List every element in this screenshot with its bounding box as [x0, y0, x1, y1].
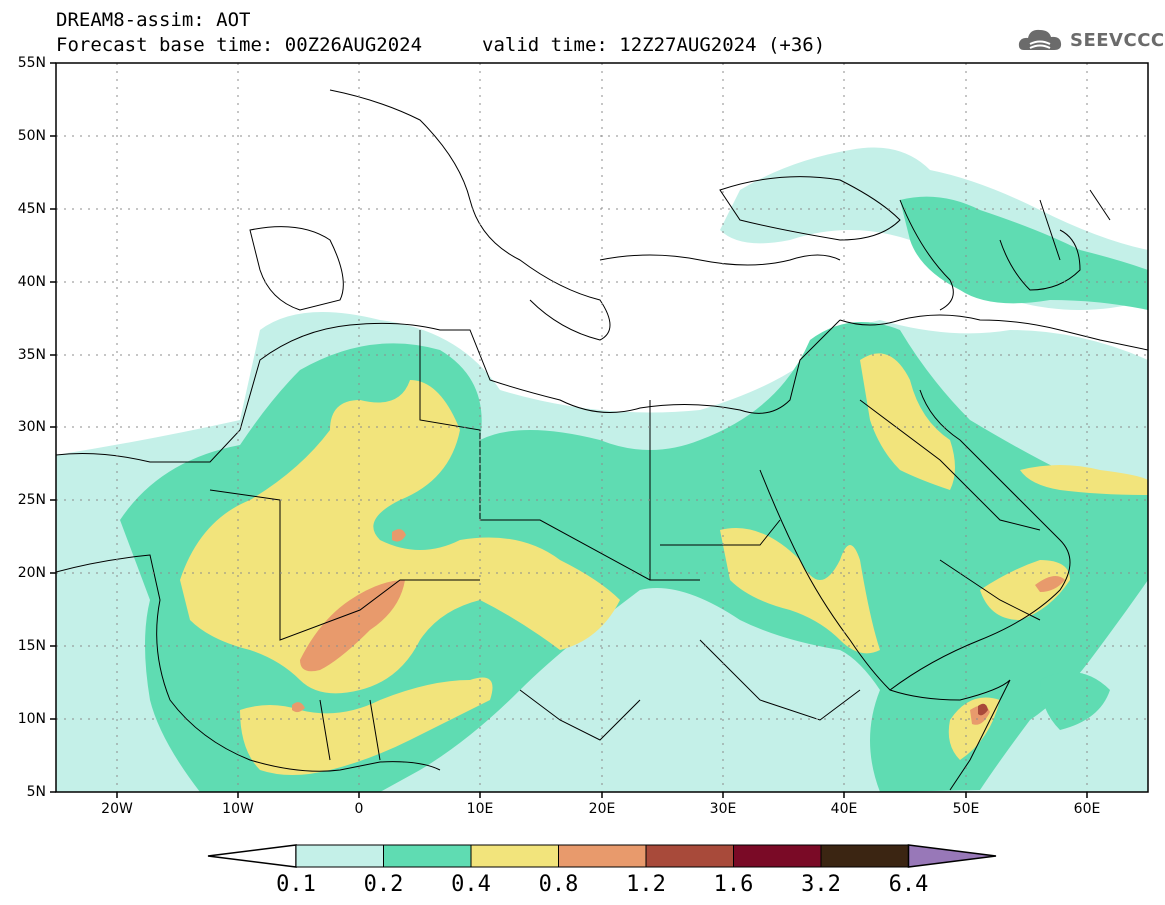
- colorbar-label: 3.2: [801, 872, 841, 897]
- axis-ticks: [50, 62, 1088, 798]
- colorbar: [207, 844, 997, 868]
- colorbar-box-0.4: [470, 844, 559, 868]
- grid-lines: [56, 63, 1148, 792]
- lat-label: 25N: [17, 492, 46, 508]
- lat-label: 45N: [17, 201, 46, 217]
- lat-label: 15N: [17, 638, 46, 654]
- lon-label: 20E: [588, 801, 616, 817]
- lon-label: 0: [354, 801, 364, 817]
- colorbar-box-0.8: [558, 844, 647, 868]
- colorbar-label: 6.4: [888, 872, 929, 897]
- colorbar-label: 0.8: [538, 872, 579, 897]
- lat-label: 55N: [17, 55, 46, 71]
- colorbar-label: 0.2: [363, 872, 404, 897]
- colorbar-label: 1.6: [713, 872, 754, 897]
- logo-text: SEEVCCC: [1070, 30, 1165, 51]
- lon-label: 10E: [466, 801, 494, 817]
- lat-label: 20N: [17, 565, 46, 581]
- lat-label: 30N: [17, 419, 46, 435]
- lon-label: 50E: [952, 801, 980, 817]
- seevccc-logo: SEEVCCC: [1016, 24, 1164, 58]
- aot-band-0.4: [180, 353, 1148, 775]
- colorbar-box-0.1: [295, 844, 384, 868]
- lon-label: 20W: [101, 801, 133, 817]
- colorbar-box-1.6: [733, 844, 822, 868]
- colorbar-under-triangle: [207, 844, 297, 868]
- lat-label: 10N: [17, 711, 46, 727]
- lat-label: 50N: [17, 128, 46, 144]
- coastlines: [56, 89, 1148, 791]
- colorbar-label: 0.1: [276, 872, 316, 897]
- lat-label: 35N: [17, 347, 46, 363]
- valid-time: valid time: 12Z27AUG2024 (+36): [482, 34, 826, 56]
- lon-label: 40E: [830, 801, 858, 817]
- colorbar-label: 0.4: [451, 872, 491, 897]
- colorbar-box-0.2: [383, 844, 472, 868]
- lon-label: 30E: [709, 801, 737, 817]
- colorbar-label: 1.2: [626, 872, 666, 897]
- map-title: DREAM8-assim: AOT: [56, 9, 251, 31]
- lon-label: 10W: [222, 801, 254, 817]
- aot-band-1.2: [978, 703, 988, 716]
- colorbar-box-3.2: [820, 844, 909, 868]
- colorbar-over-triangle: [907, 844, 997, 868]
- colorbar-box-1.2: [645, 844, 734, 868]
- forecast-base-time: Forecast base time: 00Z26AUG2024: [56, 34, 423, 56]
- lat-label: 40N: [17, 274, 46, 290]
- lat-label: 5N: [26, 784, 46, 800]
- cloud-icon: [1018, 29, 1062, 50]
- lon-label: 60E: [1073, 801, 1101, 817]
